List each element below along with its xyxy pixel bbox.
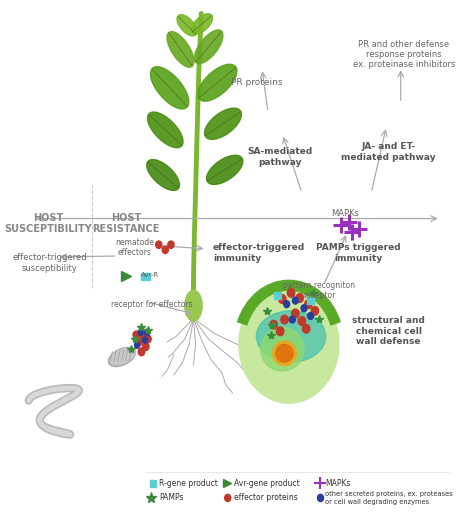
Circle shape <box>133 331 139 339</box>
FancyBboxPatch shape <box>273 292 281 299</box>
Circle shape <box>281 315 288 324</box>
Circle shape <box>135 342 140 348</box>
Ellipse shape <box>273 341 296 365</box>
FancyBboxPatch shape <box>150 480 156 487</box>
Circle shape <box>276 327 284 336</box>
FancyBboxPatch shape <box>141 273 150 280</box>
Text: effector proteins: effector proteins <box>234 493 298 502</box>
Text: other secreted proteins, ex. proteases
or cell wall degrading enzymes: other secreted proteins, ex. proteases o… <box>325 491 453 505</box>
Polygon shape <box>147 112 183 148</box>
Circle shape <box>308 313 313 319</box>
FancyBboxPatch shape <box>307 297 314 304</box>
Circle shape <box>296 293 303 302</box>
Text: HOST
SUSCEPTIBILITY: HOST SUSCEPTIBILITY <box>4 213 92 234</box>
Circle shape <box>270 320 277 329</box>
Text: MAPKs: MAPKs <box>325 479 351 488</box>
Circle shape <box>225 494 231 502</box>
Polygon shape <box>167 31 194 67</box>
Text: Avr-R: Avr-R <box>141 272 160 279</box>
Circle shape <box>239 285 339 403</box>
Circle shape <box>155 241 162 248</box>
Ellipse shape <box>110 348 135 365</box>
Circle shape <box>140 331 147 339</box>
Circle shape <box>94 308 167 395</box>
Circle shape <box>305 300 312 308</box>
Text: receptor for effectors: receptor for effectors <box>111 300 193 309</box>
Polygon shape <box>177 15 197 36</box>
Ellipse shape <box>261 327 304 371</box>
Circle shape <box>136 338 143 345</box>
Circle shape <box>143 343 149 351</box>
Text: Avr-gene product: Avr-gene product <box>234 479 300 488</box>
Circle shape <box>142 337 147 343</box>
Circle shape <box>301 305 307 312</box>
Text: PAMPs: PAMPs <box>159 493 184 502</box>
Circle shape <box>284 301 290 308</box>
Text: effector-triggered
susceptibility: effector-triggered susceptibility <box>12 253 87 273</box>
Polygon shape <box>150 67 189 109</box>
Text: nematode
effectors: nematode effectors <box>116 238 155 258</box>
Polygon shape <box>198 64 237 101</box>
Circle shape <box>287 288 295 297</box>
Text: SA-mediated
pathway: SA-mediated pathway <box>247 148 313 167</box>
Text: JA- and ET-
mediated pathway: JA- and ET- mediated pathway <box>341 142 436 161</box>
Polygon shape <box>204 108 241 139</box>
Ellipse shape <box>185 290 202 321</box>
Circle shape <box>145 335 151 343</box>
Circle shape <box>302 324 310 333</box>
Text: effector-triggered
immunity: effector-triggered immunity <box>213 243 305 263</box>
Circle shape <box>162 246 168 253</box>
Circle shape <box>145 329 150 336</box>
Ellipse shape <box>109 347 136 366</box>
Text: PR proteins: PR proteins <box>230 78 282 87</box>
Text: PAMPs triggered
immunity: PAMPs triggered immunity <box>316 243 401 263</box>
Circle shape <box>290 316 295 323</box>
Polygon shape <box>147 159 180 190</box>
Circle shape <box>311 306 319 315</box>
Circle shape <box>279 295 286 303</box>
Circle shape <box>138 348 145 356</box>
Circle shape <box>318 494 324 502</box>
Text: R-gene product: R-gene product <box>159 479 218 488</box>
Circle shape <box>298 317 306 325</box>
Circle shape <box>292 309 299 318</box>
Circle shape <box>292 297 298 304</box>
Ellipse shape <box>256 311 326 362</box>
Polygon shape <box>207 155 243 185</box>
Polygon shape <box>192 14 212 34</box>
Text: PR and other defense
response proteins
ex. proteinase inhibitors: PR and other defense response proteins e… <box>353 40 455 69</box>
Text: pattern recogniton
receptor: pattern recogniton receptor <box>283 281 355 300</box>
Ellipse shape <box>276 344 293 362</box>
Circle shape <box>168 241 174 248</box>
Text: structural and
chemical cell
wall defense: structural and chemical cell wall defens… <box>352 317 425 346</box>
Text: MAPKs: MAPKs <box>331 209 359 218</box>
Polygon shape <box>194 30 223 64</box>
Circle shape <box>138 329 143 336</box>
Text: HOST
RESISTANCE: HOST RESISTANCE <box>92 213 160 234</box>
